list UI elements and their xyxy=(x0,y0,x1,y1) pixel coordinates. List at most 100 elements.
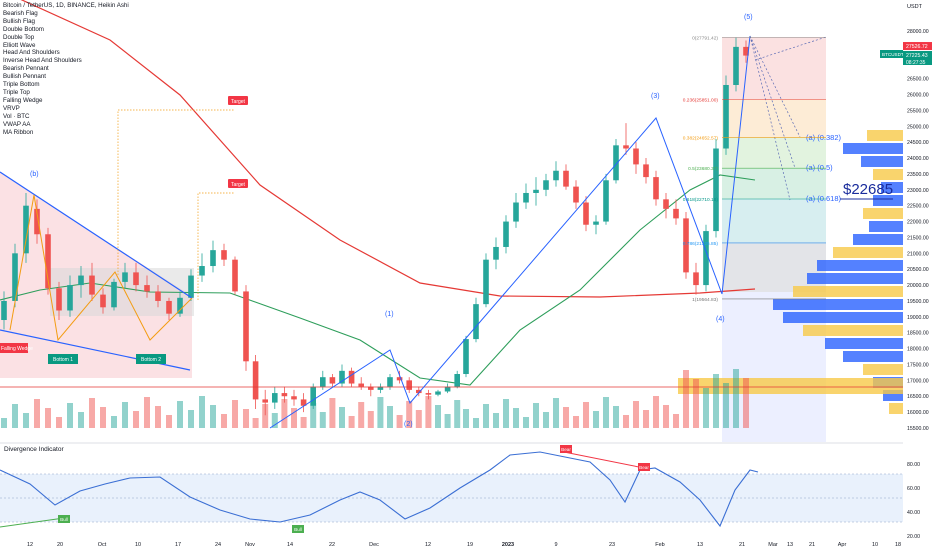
candle-body xyxy=(563,170,569,187)
candle-body xyxy=(281,393,288,397)
fib-band-786-1 xyxy=(722,242,826,292)
volume-bar xyxy=(281,399,288,428)
legend-item[interactable]: Bearish Pennant xyxy=(3,65,49,73)
symbol-tag xyxy=(880,50,903,58)
volume-profile-bar xyxy=(803,325,903,336)
legend-item[interactable]: VRVP xyxy=(3,104,20,112)
volume-bar xyxy=(67,403,73,428)
price-tick-label: 15500.00 xyxy=(907,426,929,432)
time-axis-label: Nov xyxy=(245,542,255,548)
volume-profile-bar xyxy=(793,286,903,297)
volume-profile-bar xyxy=(825,338,903,349)
volume-bar xyxy=(444,414,451,428)
price-tick-label: 16000.00 xyxy=(907,410,929,416)
candle-body xyxy=(1,300,7,321)
candle-body xyxy=(416,389,422,394)
candle-body xyxy=(473,304,479,340)
price-tick-label: 21000.00 xyxy=(907,251,929,257)
candle-body xyxy=(553,170,559,181)
candle-body xyxy=(573,186,579,203)
legend-item[interactable]: MA Ribbon xyxy=(3,128,34,136)
projection-line xyxy=(749,35,796,169)
time-axis-label: 2023 xyxy=(502,542,514,548)
legend-item[interactable]: Triple Top xyxy=(3,88,30,96)
price-tick-label: 24000.00 xyxy=(907,156,929,162)
volume-bar xyxy=(533,403,539,428)
legend-item[interactable]: Inverse Head And Shoulders xyxy=(3,57,82,65)
indicator-pane-title[interactable]: Divergence Indicator xyxy=(4,446,64,453)
legend-item[interactable]: Bullish Flag xyxy=(3,17,35,25)
legend-item[interactable]: Head And Shoulders xyxy=(3,49,60,57)
pattern-tag xyxy=(48,354,78,364)
time-axis-label: 17 xyxy=(175,542,181,548)
price-axis-bg xyxy=(903,0,932,445)
volume-profile-bar xyxy=(678,378,903,394)
volume-profile-bar xyxy=(783,312,903,323)
volume-bar xyxy=(122,402,128,428)
volume-bar xyxy=(733,369,739,428)
fib-level-label: 0.382(24652.57) xyxy=(683,135,719,141)
volume-profile-bar xyxy=(867,130,903,141)
volume-bar xyxy=(543,412,549,428)
target-tag-label: Target xyxy=(231,99,246,105)
target-tag xyxy=(228,96,248,105)
time-axis-label: 13 xyxy=(787,542,793,548)
volume-bar xyxy=(425,396,432,428)
legend-item[interactable]: Vol · BTC xyxy=(3,112,30,120)
indicator-legend: Bitcoin / TetherUS, 1D, BINANCE, Heikin … xyxy=(3,2,129,136)
candle-body xyxy=(12,253,18,301)
volume-bar xyxy=(483,404,489,428)
fib-level-label: 0(27791.42) xyxy=(692,36,718,42)
legend-item[interactable]: Double Bottom xyxy=(3,25,44,33)
price-tick-label: 20000.00 xyxy=(907,283,929,289)
volume-bar xyxy=(653,396,659,428)
time-axis-label: 14 xyxy=(287,542,293,548)
volume-bar xyxy=(723,383,729,428)
divergence-signal-tag xyxy=(292,525,304,533)
volume-bar xyxy=(199,396,205,428)
volume-bar xyxy=(144,397,150,428)
candle-body xyxy=(133,272,139,286)
volume-bars xyxy=(1,369,749,428)
time-axis-label: Mar xyxy=(768,542,778,548)
divergence-signal-tag xyxy=(638,463,650,471)
legend-item[interactable]: Falling Wedge xyxy=(3,96,43,104)
wave-label: (2) xyxy=(404,421,413,428)
divergence-signal-label: Bear xyxy=(561,447,571,452)
volume-bar xyxy=(435,405,441,428)
volume-bar xyxy=(310,403,317,428)
volume-bar xyxy=(633,401,639,428)
candle-body xyxy=(100,294,106,308)
time-axis-label: 21 xyxy=(809,542,815,548)
volume-bar xyxy=(262,404,269,428)
legend-item[interactable]: Elliott Wave xyxy=(3,41,36,49)
chart-title[interactable]: Bitcoin / TetherUS, 1D, BINANCE, Heikin … xyxy=(3,2,129,9)
price-tick-label: 23000.00 xyxy=(907,188,929,194)
time-axis-label: Dec xyxy=(369,542,379,548)
legend-item[interactable]: Triple Bottom xyxy=(3,81,40,89)
fib-level-label: 0.618(22710.18) xyxy=(683,197,719,203)
candle-body xyxy=(34,208,40,235)
candle-body xyxy=(89,275,95,295)
volume-bar xyxy=(406,401,413,428)
legend-item[interactable]: Double Top xyxy=(3,33,35,41)
candle-body xyxy=(45,234,51,289)
legend-item[interactable]: Bullish Pennant xyxy=(3,73,46,81)
wave-label: (4) xyxy=(716,316,725,323)
axes: USDT28000.0027500.0027000.0026500.002600… xyxy=(27,0,932,548)
wave-label: (5) xyxy=(744,14,753,21)
price-callout: $22685 xyxy=(843,181,893,198)
time-axis-label: 22 xyxy=(329,542,335,548)
candle-body xyxy=(177,297,183,314)
ma-50-line xyxy=(0,174,756,386)
legend-item[interactable]: VWAP AA xyxy=(3,120,31,128)
volume-profile-bar xyxy=(817,260,903,271)
candle-body xyxy=(348,370,355,384)
legend-item[interactable]: Bearish Flag xyxy=(3,9,38,17)
divergence-signal-label: Bull xyxy=(294,527,302,532)
candle-body xyxy=(513,202,519,222)
current-price-tag xyxy=(903,51,932,65)
candle-body xyxy=(603,180,609,222)
